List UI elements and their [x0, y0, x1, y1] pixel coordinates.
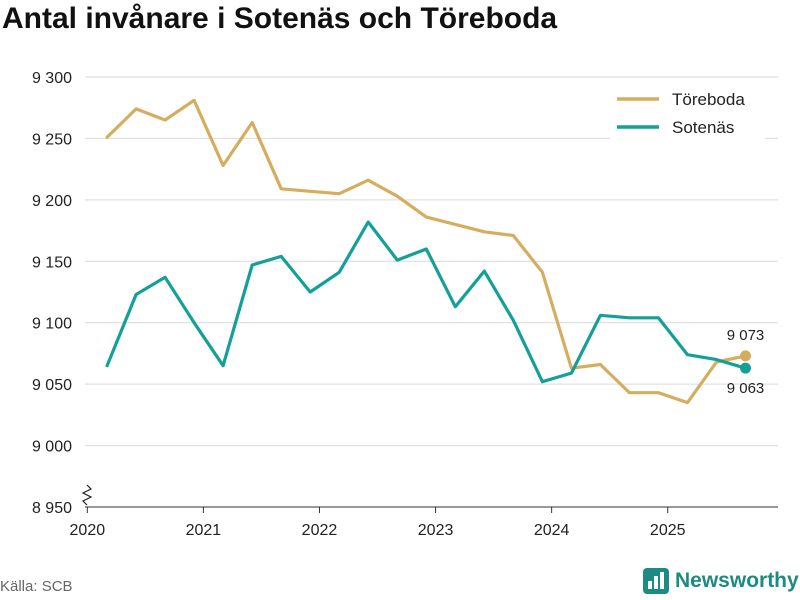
- end-value-label: 9 063: [727, 380, 765, 397]
- x-tick-label: 2024: [534, 522, 570, 539]
- series-endpoint-sotenas: [739, 362, 751, 374]
- x-tick-label: 2025: [650, 522, 686, 539]
- brand-logo[interactable]: Newsworthy: [643, 568, 799, 594]
- chart-title: Antal invånare i Sotenäs och Töreboda: [2, 2, 558, 35]
- y-tick-label: 9 100: [32, 316, 72, 333]
- series-lines: [105, 98, 751, 405]
- axis-break-icon: [81, 484, 93, 506]
- y-tick-label: 8 950: [32, 500, 72, 517]
- x-tick-label: 2021: [186, 522, 222, 539]
- y-tick-label: 9 150: [32, 254, 72, 271]
- y-tick-label: 9 200: [32, 193, 72, 210]
- end-labels: 9 073 9 063: [727, 327, 765, 397]
- end-value-label: 9 073: [727, 327, 765, 344]
- y-tick-label: 9 300: [32, 70, 72, 87]
- y-tick-label: 9 050: [32, 377, 72, 394]
- legend-label: Sotenäs: [672, 118, 734, 137]
- legend-background: [610, 84, 765, 142]
- x-tick-label: 2023: [418, 522, 454, 539]
- brand-name: Newsworthy: [675, 569, 799, 592]
- x-tick-label: 2022: [302, 522, 338, 539]
- x-axis: 2020 2021 2022 2023 2024 2025: [70, 506, 778, 539]
- y-axis: 8 950 9 000 9 050 9 100 9 150 9 200 9 250 9 300: [32, 70, 93, 517]
- legend: Töreboda Sotenäs: [610, 84, 765, 142]
- y-tick-label: 9 000: [32, 439, 72, 456]
- y-tick-label: 9 250: [32, 131, 72, 148]
- bar-chart-logo-icon: [643, 568, 669, 594]
- series-endpoint-toreboda: [739, 350, 751, 362]
- source-label: Källa: SCB: [0, 578, 73, 595]
- x-tick-label: 2020: [70, 522, 106, 539]
- legend-label: Töreboda: [672, 90, 745, 109]
- series-line-toreboda: [105, 98, 748, 405]
- series-line-sotenas: [105, 220, 748, 384]
